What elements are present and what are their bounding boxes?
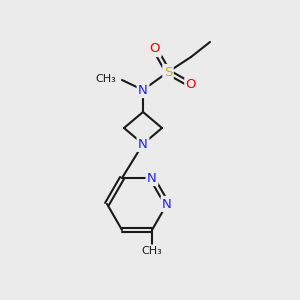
- Text: CH₃: CH₃: [142, 246, 162, 256]
- Text: S: S: [164, 65, 172, 79]
- Text: N: N: [162, 197, 172, 211]
- Text: O: O: [186, 79, 196, 92]
- Text: N: N: [138, 83, 148, 97]
- Text: O: O: [150, 43, 160, 56]
- Text: N: N: [138, 137, 148, 151]
- Text: CH₃: CH₃: [95, 74, 116, 84]
- Text: N: N: [147, 172, 157, 184]
